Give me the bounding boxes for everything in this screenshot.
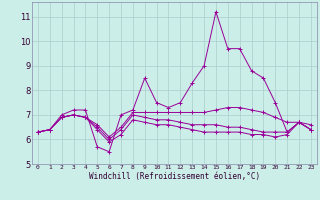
X-axis label: Windchill (Refroidissement éolien,°C): Windchill (Refroidissement éolien,°C) [89, 172, 260, 181]
